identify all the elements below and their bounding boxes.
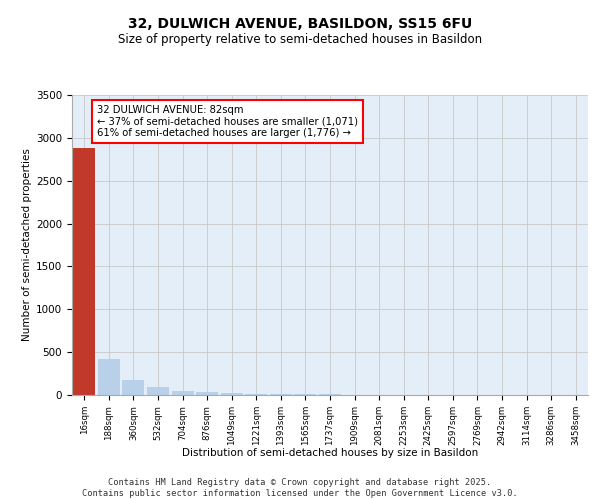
Bar	[73, 148, 95, 395]
Bar	[295, 394, 316, 395]
Bar	[172, 390, 194, 395]
Bar	[98, 359, 120, 395]
Text: 32 DULWICH AVENUE: 82sqm
← 37% of semi-detached houses are smaller (1,071)
61% o: 32 DULWICH AVENUE: 82sqm ← 37% of semi-d…	[97, 106, 358, 138]
Bar	[270, 394, 292, 395]
Bar	[245, 394, 268, 395]
Bar	[122, 380, 145, 395]
Text: Contains HM Land Registry data © Crown copyright and database right 2025.
Contai: Contains HM Land Registry data © Crown c…	[82, 478, 518, 498]
Bar	[147, 388, 169, 395]
Y-axis label: Number of semi-detached properties: Number of semi-detached properties	[22, 148, 32, 342]
X-axis label: Distribution of semi-detached houses by size in Basildon: Distribution of semi-detached houses by …	[182, 448, 478, 458]
Bar	[196, 392, 218, 395]
Bar	[319, 394, 341, 395]
Text: 32, DULWICH AVENUE, BASILDON, SS15 6FU: 32, DULWICH AVENUE, BASILDON, SS15 6FU	[128, 18, 472, 32]
Text: Size of property relative to semi-detached houses in Basildon: Size of property relative to semi-detach…	[118, 32, 482, 46]
Bar	[221, 394, 243, 395]
